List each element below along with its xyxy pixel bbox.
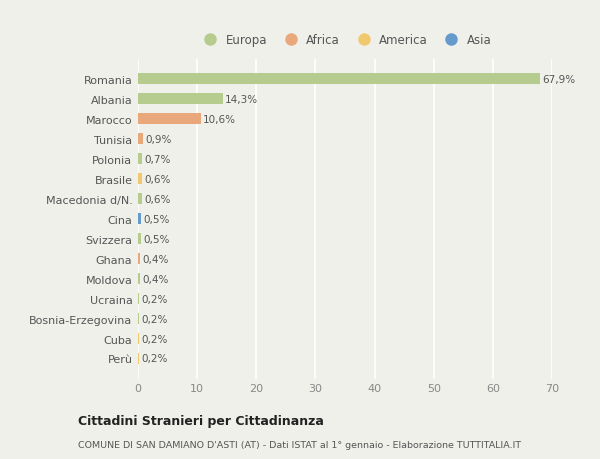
- Bar: [138, 274, 140, 285]
- Bar: [138, 234, 141, 245]
- Text: 0,5%: 0,5%: [143, 214, 170, 224]
- Text: Cittadini Stranieri per Cittadinanza: Cittadini Stranieri per Cittadinanza: [78, 414, 324, 428]
- Bar: [138, 94, 223, 105]
- Bar: [138, 333, 139, 344]
- Text: COMUNE DI SAN DAMIANO D'ASTI (AT) - Dati ISTAT al 1° gennaio - Elaborazione TUTT: COMUNE DI SAN DAMIANO D'ASTI (AT) - Dati…: [78, 441, 521, 449]
- Text: 0,6%: 0,6%: [144, 174, 170, 185]
- Bar: [138, 353, 139, 364]
- Text: 0,2%: 0,2%: [142, 314, 168, 324]
- Text: 0,2%: 0,2%: [142, 294, 168, 304]
- Bar: [138, 194, 142, 205]
- Bar: [138, 134, 143, 145]
- Text: 0,4%: 0,4%: [143, 254, 169, 264]
- Text: 67,9%: 67,9%: [542, 75, 575, 84]
- Text: 0,2%: 0,2%: [142, 334, 168, 344]
- Text: 0,4%: 0,4%: [143, 274, 169, 284]
- Bar: [138, 74, 539, 85]
- Text: 0,2%: 0,2%: [142, 354, 168, 364]
- Text: 0,7%: 0,7%: [145, 154, 171, 164]
- Legend: Europa, Africa, America, Asia: Europa, Africa, America, Asia: [199, 34, 491, 47]
- Bar: [138, 114, 200, 125]
- Bar: [138, 154, 142, 165]
- Bar: [138, 313, 139, 325]
- Text: 0,9%: 0,9%: [146, 134, 172, 145]
- Bar: [138, 174, 142, 185]
- Text: 14,3%: 14,3%: [225, 95, 258, 105]
- Text: 0,5%: 0,5%: [143, 234, 170, 244]
- Text: 0,6%: 0,6%: [144, 194, 170, 204]
- Bar: [138, 214, 141, 224]
- Bar: [138, 253, 140, 264]
- Bar: [138, 293, 139, 304]
- Text: 10,6%: 10,6%: [203, 115, 236, 124]
